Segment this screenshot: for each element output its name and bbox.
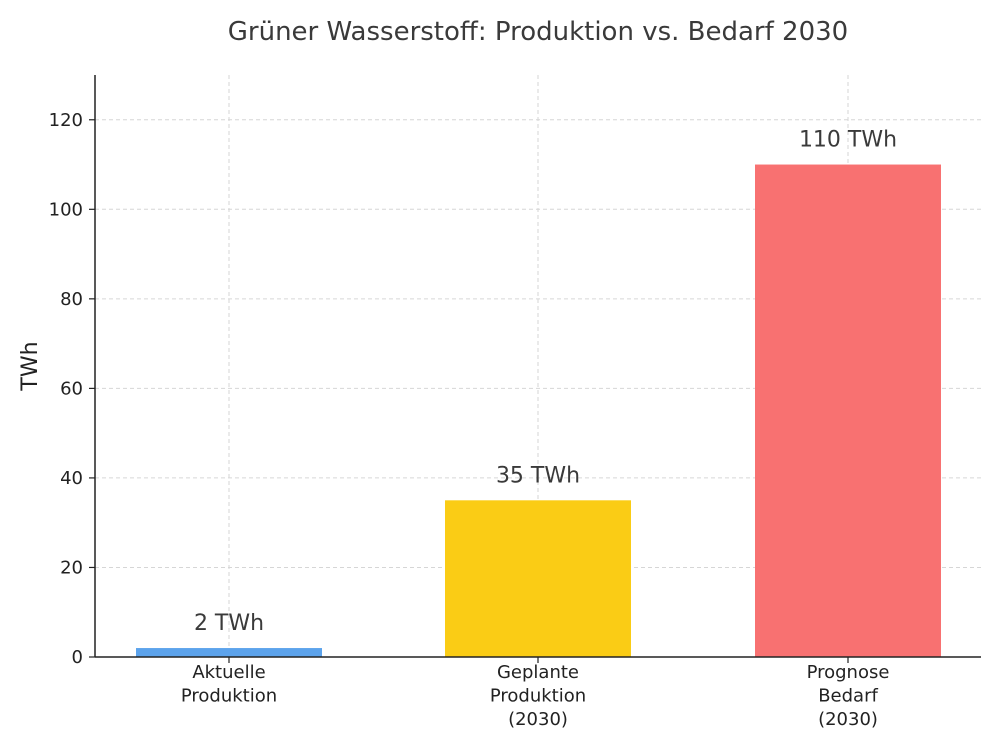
y-tick-label: 20 <box>60 557 83 578</box>
grid-lines <box>95 75 981 657</box>
axes <box>89 75 981 663</box>
bar <box>445 500 631 657</box>
bar <box>755 164 941 658</box>
x-tick-label: Prognose Bedarf (2030) <box>807 662 890 730</box>
y-tick-label: 40 <box>60 468 83 489</box>
x-tick-label: Geplante Produktion (2030) <box>490 662 586 730</box>
labels: 0 20 40 60 80 100 120 2 TWh Aktuelle Produktion 35… <box>49 110 897 730</box>
bar <box>136 648 322 657</box>
chart-title: Grüner Wasserstoff: Produktion vs. Bedar… <box>228 17 848 47</box>
y-axis-label: TWh <box>18 341 43 391</box>
bar-data-label: 110 TWh <box>799 128 897 153</box>
bars <box>136 164 941 658</box>
bar-data-label: 2 TWh <box>194 611 264 636</box>
y-tick-label: 60 <box>60 378 83 399</box>
x-tick-label: Aktuelle Produktion <box>181 662 277 707</box>
bar-data-label: 35 TWh <box>496 463 580 488</box>
y-tick-label: 80 <box>60 289 83 310</box>
y-tick-label: 120 <box>49 110 83 131</box>
y-tick-label: 0 <box>72 647 83 668</box>
y-tick-label: 100 <box>49 199 83 220</box>
